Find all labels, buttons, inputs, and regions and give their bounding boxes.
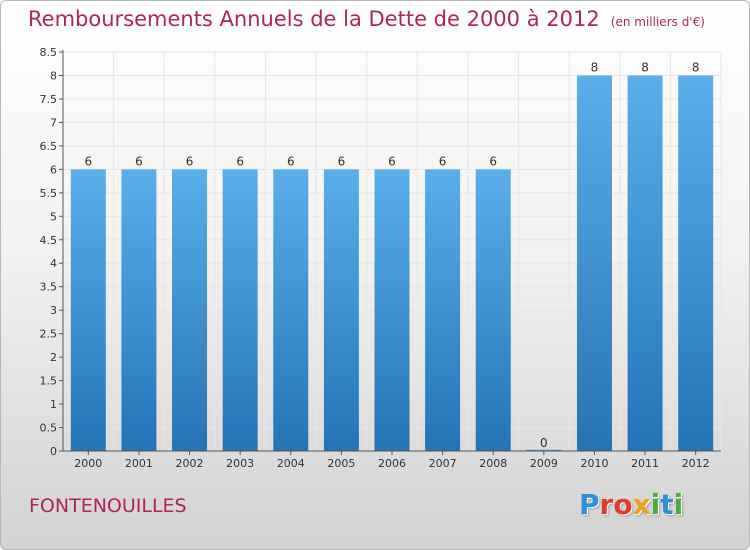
y-tick-label: 5: [50, 210, 57, 223]
y-tick-label: 0: [50, 445, 57, 458]
y-tick-label: 7: [50, 116, 57, 129]
y-tick-label: 4: [50, 257, 57, 270]
bar-2010: [576, 75, 612, 452]
data-label-2010: 8: [591, 60, 599, 74]
y-tick-label: 6.5: [40, 140, 58, 153]
data-label-2006: 6: [388, 154, 396, 168]
y-tick-label: 2: [50, 351, 57, 364]
bar-2000: [70, 169, 106, 451]
x-tick-label-2012: 2012: [682, 457, 710, 470]
bar-2008: [475, 169, 511, 451]
x-tick-label-2011: 2011: [631, 457, 659, 470]
data-label-2003: 6: [236, 154, 244, 168]
data-label-2007: 6: [439, 154, 447, 168]
x-tick-label-2008: 2008: [479, 457, 507, 470]
logo-letter: x: [632, 488, 651, 521]
y-tick-label: 6: [50, 163, 57, 176]
data-label-2001: 6: [135, 154, 143, 168]
bars: [70, 75, 714, 452]
y-tick-label: 1.5: [40, 375, 58, 388]
data-label-2004: 6: [287, 154, 295, 168]
bar-2005: [323, 169, 359, 451]
axes: [59, 50, 721, 455]
y-tick-label: 7.5: [40, 93, 58, 106]
commune-name: FONTENOUILLES: [29, 495, 187, 517]
logo-letter: t: [660, 488, 674, 521]
bar-2003: [222, 169, 258, 451]
y-tick-label: 0.5: [40, 422, 58, 435]
y-tick-label: 5.5: [40, 187, 58, 200]
y-tick-label: 8: [50, 69, 57, 82]
chart-title-text: Remboursements Annuels de la Dette de 20…: [28, 7, 600, 31]
x-tick-label-2001: 2001: [125, 457, 153, 470]
data-label-2000: 6: [84, 154, 92, 168]
bar-2006: [374, 169, 410, 451]
y-tick-label: 3.5: [40, 281, 58, 294]
y-tick-label: 8.5: [40, 46, 58, 59]
chart-unit: (en milliers d'€): [610, 15, 705, 29]
data-label-2008: 6: [489, 154, 497, 168]
bar-2011: [627, 75, 663, 452]
y-tick-label: 3: [50, 304, 57, 317]
x-tick-label-2003: 2003: [226, 457, 254, 470]
y-tick-label: 2.5: [40, 328, 58, 341]
labels: 0 0.5 1 1.5 2 2.5 3 3.5 4 4.5 5 5.5 6 6.5 7 7.5 8 8.5 6 200…: [40, 46, 710, 470]
y-tick-label: 1: [50, 398, 57, 411]
x-tick-label-2004: 2004: [277, 457, 305, 470]
x-tick-label-2009: 2009: [530, 457, 558, 470]
x-tick-label-2000: 2000: [74, 457, 102, 470]
x-tick-label-2006: 2006: [378, 457, 406, 470]
data-label-2011: 8: [641, 60, 649, 74]
bar-2007: [425, 169, 461, 451]
data-label-2012: 8: [692, 60, 700, 74]
x-tick-label-2002: 2002: [176, 457, 204, 470]
logo-letter: P: [579, 488, 600, 521]
logo-letter: i: [650, 488, 661, 521]
data-label-2005: 6: [338, 154, 346, 168]
x-tick-label-2007: 2007: [429, 457, 457, 470]
y-tick-label: 4.5: [40, 234, 58, 247]
chart-title: Remboursements Annuels de la Dette de 20…: [28, 7, 705, 31]
x-tick-label-2005: 2005: [327, 457, 355, 470]
bar-2004: [273, 169, 309, 451]
logo-letter: r: [599, 488, 614, 521]
logo-letter: o: [613, 488, 633, 521]
x-tick-label-2010: 2010: [580, 457, 608, 470]
bar-2002: [172, 169, 208, 451]
bar-2001: [121, 169, 157, 451]
bar-2012: [678, 75, 714, 452]
proxiti-logo: Proxiti: [579, 488, 683, 521]
data-label-2009: 0: [540, 436, 548, 450]
logo-letter: i: [673, 488, 684, 521]
data-label-2002: 6: [186, 154, 194, 168]
